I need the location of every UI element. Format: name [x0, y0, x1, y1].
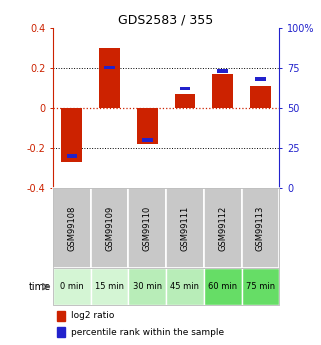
Text: GSM99108: GSM99108: [67, 205, 76, 250]
Text: 15 min: 15 min: [95, 282, 124, 291]
Bar: [137, 108, 158, 144]
Text: GSM99109: GSM99109: [105, 205, 114, 250]
Bar: [142, 138, 152, 141]
Text: GSM99111: GSM99111: [180, 205, 189, 250]
Bar: [166, 268, 204, 306]
Text: percentile rank within the sample: percentile rank within the sample: [71, 328, 224, 337]
Text: GSM99113: GSM99113: [256, 205, 265, 250]
Bar: [180, 87, 190, 90]
Bar: [57, 310, 65, 321]
Bar: [255, 77, 266, 81]
Text: 30 min: 30 min: [133, 282, 162, 291]
Bar: [61, 108, 82, 162]
Text: 0 min: 0 min: [60, 282, 84, 291]
Bar: [99, 48, 120, 108]
Bar: [204, 188, 241, 268]
Bar: [241, 268, 279, 306]
Bar: [128, 268, 166, 306]
Bar: [91, 268, 128, 306]
Text: time: time: [29, 282, 51, 292]
Bar: [57, 327, 65, 337]
Bar: [241, 188, 279, 268]
Bar: [53, 188, 91, 268]
Text: GSM99110: GSM99110: [143, 205, 152, 250]
Bar: [166, 188, 204, 268]
Text: 45 min: 45 min: [170, 282, 199, 291]
Bar: [128, 188, 166, 268]
Text: GSM99112: GSM99112: [218, 205, 227, 250]
Text: 60 min: 60 min: [208, 282, 237, 291]
Bar: [175, 94, 195, 108]
Bar: [66, 154, 77, 158]
Bar: [212, 74, 233, 108]
Bar: [204, 268, 241, 306]
Bar: [53, 268, 91, 306]
Bar: [250, 86, 271, 108]
Text: log2 ratio: log2 ratio: [71, 311, 115, 320]
Bar: [217, 69, 228, 73]
Bar: [104, 66, 115, 69]
Text: 75 min: 75 min: [246, 282, 275, 291]
Bar: [91, 188, 128, 268]
Title: GDS2583 / 355: GDS2583 / 355: [118, 13, 214, 27]
